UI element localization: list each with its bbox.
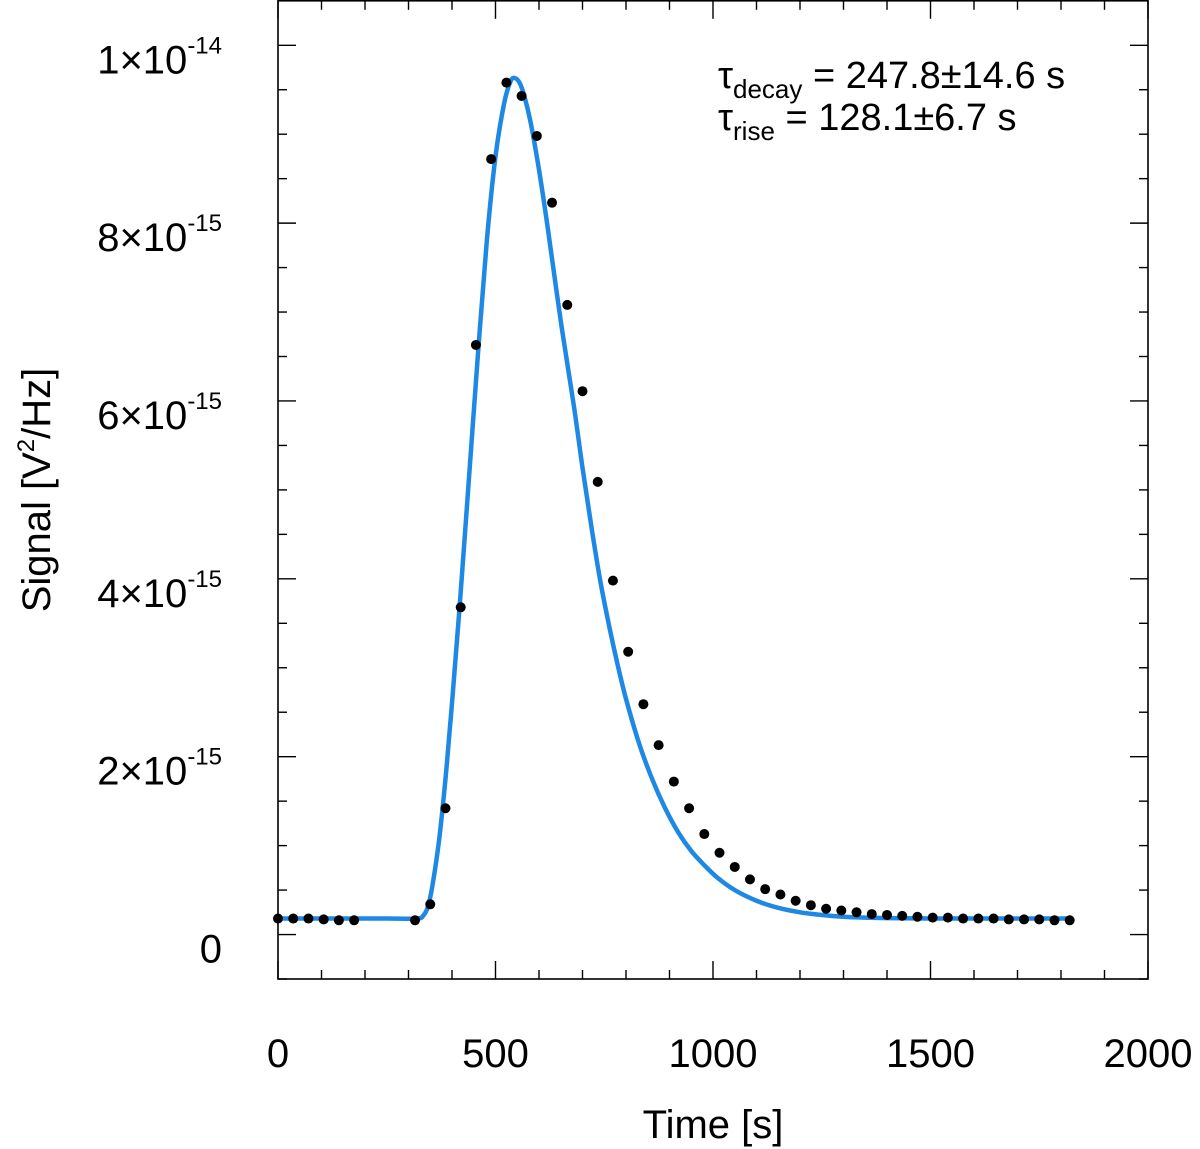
y-tick-mantissa: 2×10 — [97, 750, 187, 794]
x-tick-label: 0 — [267, 1032, 289, 1076]
y-axis-title-main: Signal [V — [15, 452, 59, 612]
data-point — [714, 847, 725, 858]
fit-curve — [275, 75, 1072, 922]
data-point — [333, 915, 344, 926]
data-points-layer — [273, 77, 1075, 926]
y-tick-exponent: -15 — [187, 566, 222, 593]
y-axis-title-unit: /Hz] — [15, 368, 59, 439]
tau-decay-subscript: decay — [733, 74, 802, 104]
x-axis-title: Time [s] — [643, 1103, 784, 1147]
data-point — [851, 907, 862, 918]
y-tick-exponent: -15 — [187, 210, 222, 237]
y-tick-label: 4×10-15 — [97, 566, 222, 616]
tau-decay-annotation: τdecay = 247.8±14.6 s — [718, 55, 1065, 104]
y-tick-mantissa: 4×10 — [97, 572, 187, 616]
data-point — [607, 575, 618, 586]
data-point — [912, 911, 923, 922]
tau-rise-value: = 128.1±6.7 s — [775, 97, 1017, 139]
data-point — [638, 699, 649, 710]
data-point — [699, 829, 710, 840]
tau-decay-value: = 247.8±14.6 s — [802, 55, 1065, 97]
y-tick-exponent: -14 — [187, 32, 222, 59]
data-point — [1049, 915, 1060, 926]
data-point — [744, 874, 755, 885]
data-point — [547, 197, 558, 208]
data-point — [988, 913, 999, 924]
data-point — [942, 912, 953, 923]
axis-ticks — [277, 0, 1149, 980]
y-tick-label: 1×10-14 — [97, 32, 222, 82]
tau-rise-annotation: τrise = 128.1±6.7 s — [718, 97, 1017, 146]
data-point — [592, 476, 603, 487]
data-point — [531, 130, 542, 141]
data-point — [668, 776, 679, 787]
data-point — [288, 913, 299, 924]
data-point — [684, 803, 695, 814]
fit-curve-layer — [275, 75, 1072, 922]
data-point — [1064, 915, 1075, 926]
data-point — [805, 900, 816, 911]
y-tick-mantissa: 6×10 — [97, 394, 187, 438]
data-point — [927, 912, 938, 923]
x-tick-label: 1000 — [669, 1032, 758, 1076]
data-point — [470, 339, 481, 350]
tau-decay-symbol: τ — [718, 55, 733, 97]
data-point — [866, 909, 877, 920]
data-point — [516, 90, 527, 101]
data-point — [1034, 914, 1045, 925]
data-point — [775, 889, 786, 900]
y-tick-mantissa: 8×10 — [97, 216, 187, 260]
x-tick-label: 500 — [462, 1032, 529, 1076]
y-tick-mantissa: 1×10 — [97, 38, 187, 82]
y-tick-exponent: -15 — [187, 744, 222, 771]
y-tick-label: 6×10-15 — [97, 388, 222, 438]
data-point — [318, 914, 329, 925]
data-point — [790, 895, 801, 906]
tau-rise-subscript: rise — [733, 116, 775, 146]
data-point — [973, 913, 984, 924]
data-point — [760, 884, 771, 895]
data-point — [410, 915, 421, 926]
plot-frame — [277, 0, 1149, 980]
data-point — [303, 913, 314, 924]
data-point — [836, 905, 847, 916]
data-point — [653, 740, 664, 751]
data-point — [455, 602, 466, 613]
y-tick-label: 8×10-15 — [97, 210, 222, 260]
data-point — [425, 899, 436, 910]
y-tick-label: 0 — [200, 928, 222, 972]
data-point — [897, 910, 908, 921]
data-point — [1019, 914, 1030, 925]
data-point — [958, 913, 969, 924]
x-tick-label: 2000 — [1104, 1032, 1193, 1076]
tau-rise-symbol: τ — [718, 97, 733, 139]
data-point — [821, 903, 832, 914]
y-tick-labels: 02×10-154×10-156×10-158×10-151×10-14 — [97, 32, 222, 971]
data-point — [577, 386, 588, 397]
y-tick-label: 2×10-15 — [97, 744, 222, 794]
data-point — [501, 77, 512, 88]
y-tick-mantissa: 0 — [200, 928, 222, 972]
data-point — [349, 915, 360, 926]
data-point — [562, 299, 573, 310]
data-point — [729, 861, 740, 872]
y-tick-exponent: -15 — [187, 388, 222, 415]
x-tick-labels: 0 500 1000 1500 2000 — [267, 1032, 1193, 1076]
data-point — [1003, 914, 1014, 925]
data-point — [623, 646, 634, 657]
data-point — [486, 154, 497, 165]
data-point — [440, 803, 451, 814]
y-axis-title: Signal [V2/Hz] — [13, 368, 59, 613]
data-point — [882, 909, 892, 920]
x-tick-label: 1500 — [886, 1032, 975, 1076]
y-axis-title-superscript: 2 — [13, 439, 40, 452]
